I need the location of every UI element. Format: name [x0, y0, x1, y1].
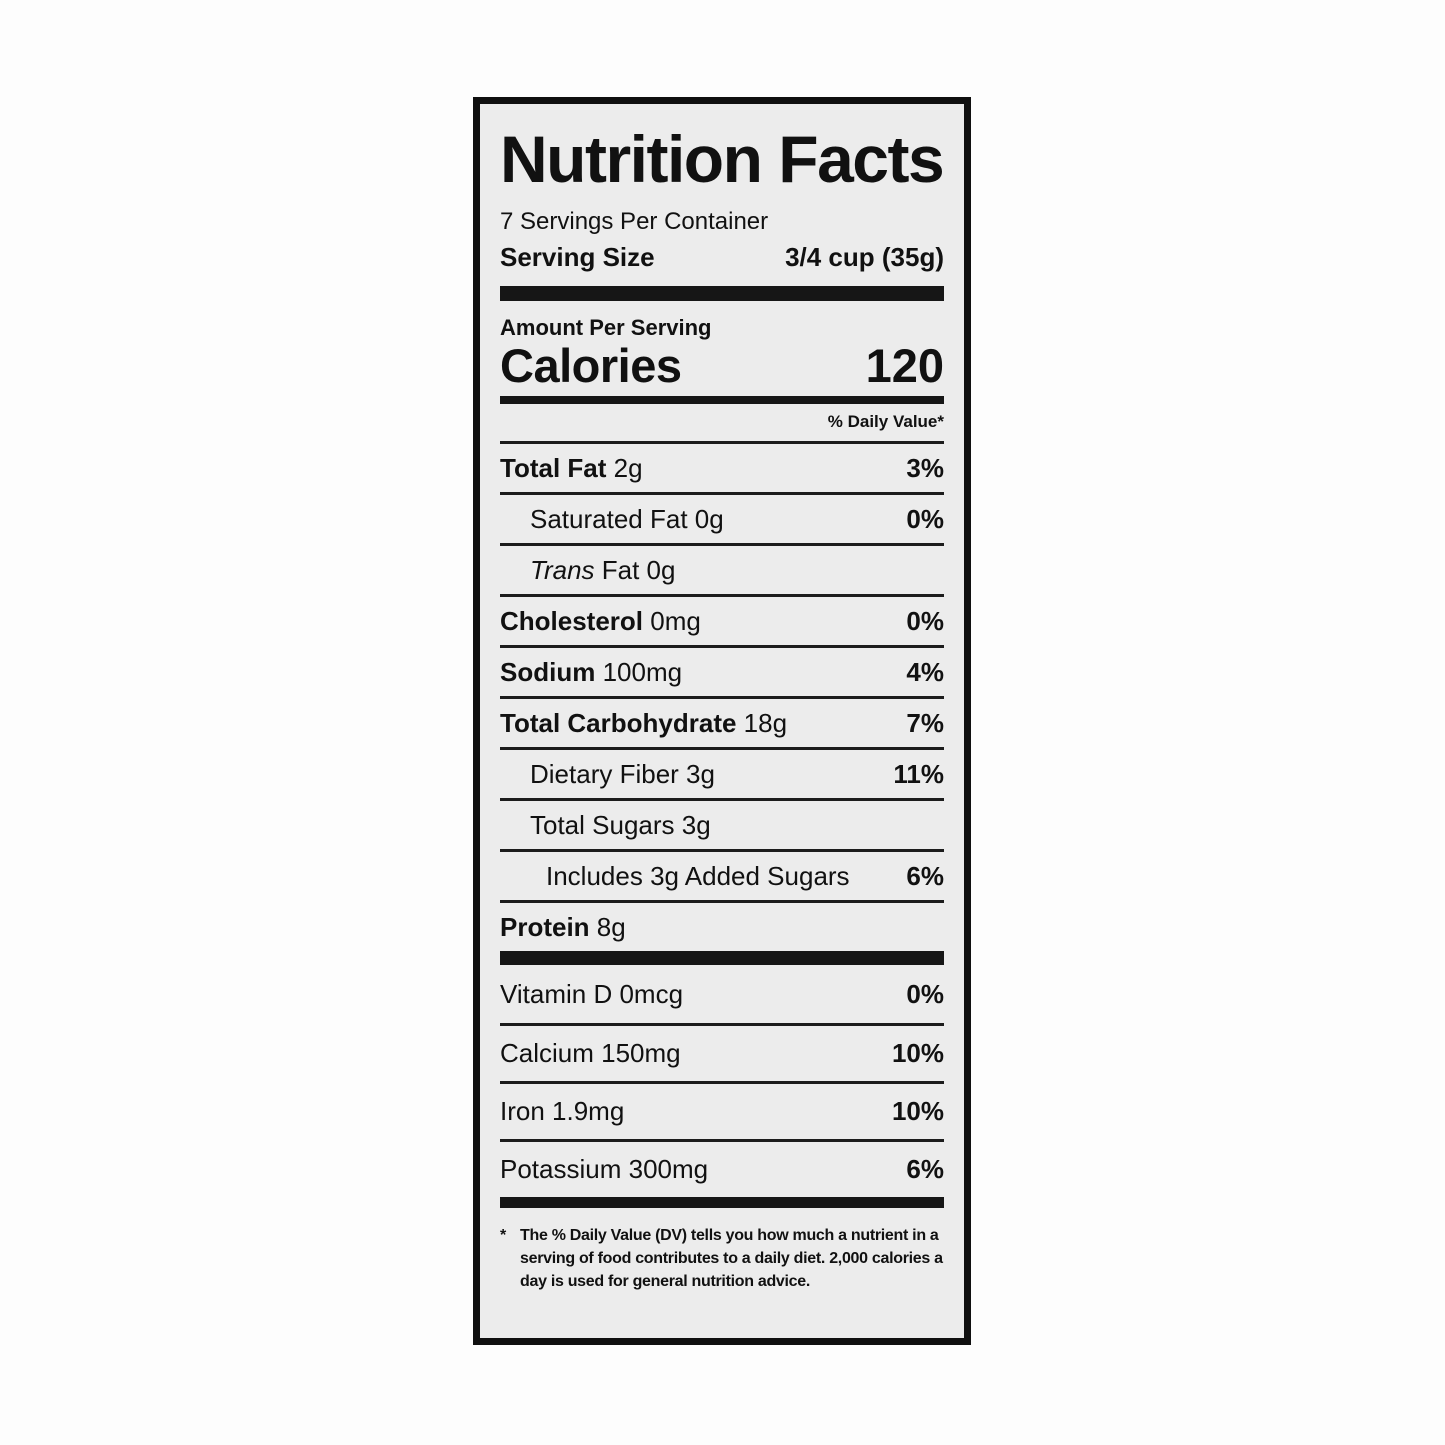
serving-size-value: 3/4 cup (35g) — [785, 242, 944, 272]
nutrient-name: Saturated Fat 0g — [530, 503, 724, 534]
calories-label: Calories — [500, 339, 682, 392]
vitamin-mineral-rows-section: Vitamin D 0mcg 0% Calcium 150mg 10% Iron 1.9… — [500, 965, 944, 1197]
serving-size-label: Serving Size — [500, 242, 655, 272]
calories-row: Calories 120 — [500, 342, 944, 390]
nutrient-name: Iron 1.9mg — [500, 1096, 625, 1126]
nutrient-name: Calcium 150mg — [500, 1038, 681, 1068]
nutrient-name: Total Fat 2g — [500, 452, 643, 483]
nutrient-name: Trans Fat 0g — [530, 554, 676, 585]
daily-value-percent: 7% — [906, 707, 944, 738]
daily-value-percent: 0% — [906, 978, 944, 1009]
divider-thick-bar — [500, 1197, 944, 1208]
nutrient-row: Dietary Fiber 3g 11% — [500, 747, 944, 798]
nutrient-row: Cholesterol 0mg 0% — [500, 594, 944, 645]
divider-thick-bar — [500, 286, 944, 301]
footnote-asterisk-marker: * — [500, 1227, 506, 1244]
daily-value-footnote: * The % Daily Value (DV) tells you how m… — [500, 1224, 944, 1293]
daily-value-percent: 3% — [906, 452, 944, 483]
nutrient-row: Potassium 300mg 6% — [500, 1139, 944, 1197]
daily-value-header: % Daily Value* — [827, 412, 944, 431]
nutrient-name: Sodium 100mg — [500, 656, 683, 687]
nutrient-row: Iron 1.9mg 10% — [500, 1081, 944, 1139]
nutrient-row: Vitamin D 0mcg 0% — [500, 965, 944, 1023]
nutrient-row: Protein 8g — [500, 900, 944, 951]
daily-value-percent: 0% — [906, 605, 944, 636]
nutrient-row: Calcium 150mg 10% — [500, 1023, 944, 1081]
amount-per-serving-label: Amount Per Serving — [500, 315, 712, 340]
daily-value-percent: 6% — [906, 1154, 944, 1184]
nutrient-name: Dietary Fiber 3g — [530, 758, 715, 789]
nutrient-name: Total Carbohydrate 18g — [500, 707, 788, 738]
calories-value: 120 — [865, 339, 944, 392]
nutrient-name: Potassium 300mg — [500, 1154, 709, 1184]
servings-per-container: 7 Servings Per Container — [500, 208, 769, 235]
footnote-text: The % Daily Value (DV) tells you how muc… — [520, 1227, 943, 1290]
daily-value-percent: 0% — [906, 503, 944, 534]
nutrient-name: Protein 8g — [500, 911, 626, 942]
daily-value-percent: 11% — [893, 758, 944, 789]
nutrient-name: Total Sugars 3g — [530, 809, 711, 840]
nutrient-row: Total Carbohydrate 18g 7% — [500, 696, 944, 747]
nutrient-row: Sodium 100mg 4% — [500, 645, 944, 696]
daily-value-percent: 10% — [891, 1096, 944, 1126]
label-title: Nutrition Facts — [500, 122, 945, 196]
divider-thick-bar — [500, 951, 944, 965]
nutrient-name: Cholesterol 0mg — [500, 605, 701, 636]
nutrient-name: Vitamin D 0mcg — [500, 978, 684, 1009]
daily-value-percent: 6% — [906, 860, 944, 891]
nutrient-row: Saturated Fat 0g 0% — [500, 492, 944, 543]
divider-medium-bar — [500, 396, 944, 404]
nutrient-name: Includes 3g Added Sugars — [546, 860, 850, 891]
nutrient-row: Total Sugars 3g — [500, 798, 944, 849]
daily-value-percent: 4% — [906, 656, 944, 687]
daily-value-percent: 10% — [891, 1038, 944, 1068]
nutrient-row: Includes 3g Added Sugars 6% — [500, 849, 944, 900]
nutrient-row: Trans Fat 0g — [500, 543, 944, 594]
nutrition-facts-label: Nutrition Facts 7 Servings Per Container… — [473, 97, 971, 1345]
nutrient-rows-section: Total Fat 2g 3% Saturated Fat 0g 0% Trans Fa… — [500, 441, 944, 951]
serving-size-row: Serving Size 3/4 cup (35g) — [500, 242, 944, 272]
nutrient-row: Total Fat 2g 3% — [500, 441, 944, 492]
